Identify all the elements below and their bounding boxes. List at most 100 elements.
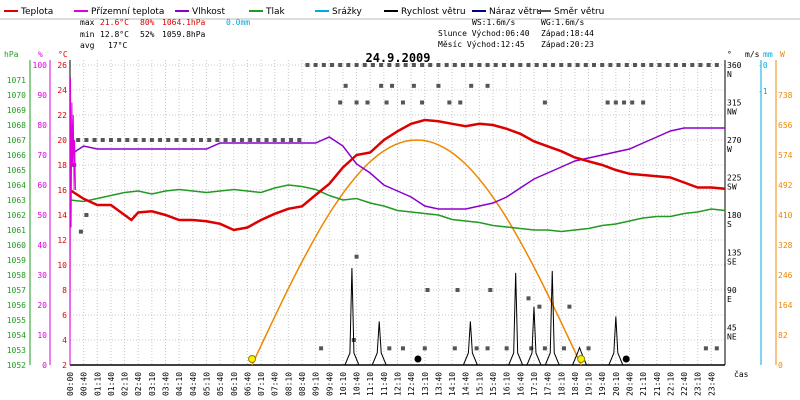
- x-tick-label: 12:10: [394, 372, 403, 396]
- wind-direction-point: [608, 63, 613, 67]
- wm2-tick-label: 0: [778, 361, 783, 370]
- wind-direction-point: [384, 100, 389, 105]
- x-tick-label: 16:10: [503, 372, 512, 396]
- wind-direction-point: [461, 63, 465, 67]
- wind-direction-point: [630, 100, 635, 105]
- wind-direction-point: [501, 63, 506, 67]
- wind-direction-point: [231, 138, 236, 142]
- pct-tick-label: 60: [37, 181, 47, 190]
- wind-direction-point: [182, 138, 187, 142]
- hpa-tick-label: 1066: [7, 151, 26, 160]
- wind-direction-point: [616, 63, 621, 67]
- x-tick-label: 06:10: [230, 372, 239, 396]
- x-tick-label: 20:40: [625, 372, 634, 396]
- wind-direction-point: [199, 138, 203, 142]
- x-tick-label: 14:10: [448, 372, 457, 396]
- max-temp: 21.6°C: [100, 18, 129, 27]
- max-pressure: 1064.1hPa: [162, 18, 206, 27]
- wind-direction-point: [400, 100, 405, 105]
- x-tick-label: 18:10: [557, 372, 566, 396]
- pct-tick-label: 90: [37, 91, 47, 100]
- pct-tick-label: 10: [37, 331, 47, 340]
- pct-tick-label: 20: [37, 301, 47, 310]
- x-tick-label: 21:10: [639, 372, 648, 396]
- wind-speed-peak: [544, 270, 560, 366]
- x-tick-label: 04:40: [189, 372, 198, 396]
- wind-speed-peak: [526, 306, 542, 366]
- wm2-tick-label: 246: [778, 271, 793, 280]
- wind-direction-point: [92, 138, 97, 142]
- wind-direction-point: [641, 63, 646, 67]
- x-tick-label: 19:40: [598, 372, 607, 396]
- wind-direction-point: [108, 138, 113, 142]
- dir-tick-label: 360: [727, 61, 742, 70]
- x-tick-label: 01:10: [93, 372, 102, 396]
- wm2-axis-unit: W: [780, 50, 785, 59]
- dir-tick-name: SW: [727, 183, 737, 192]
- wind-direction-point: [504, 346, 509, 351]
- pct-tick-label: 70: [37, 151, 47, 160]
- x-tick-label: 13:10: [421, 372, 430, 396]
- wind-speed-peak: [462, 321, 478, 366]
- wind-direction-point: [529, 346, 534, 351]
- avg-temp: 17°C: [108, 41, 127, 50]
- hpa-tick-label: 1063: [7, 196, 26, 205]
- x-tick-label: 04:10: [175, 372, 184, 396]
- pct-tick-label: 40: [37, 241, 47, 250]
- hpa-tick-label: 1059: [7, 256, 26, 265]
- min-temp: 12.8°C: [100, 30, 129, 39]
- x-tick-label: 08:40: [298, 372, 307, 396]
- series-teplota: [69, 118, 726, 232]
- wind-direction-point: [485, 63, 490, 67]
- pct-axis-unit: %: [38, 50, 43, 59]
- legend-label: Tlak: [265, 7, 286, 17]
- wind-direction-point: [485, 83, 490, 88]
- dir-tick-name: NW: [727, 108, 737, 117]
- dir-tick-label: 225: [727, 174, 742, 183]
- wind-direction-point: [207, 138, 212, 142]
- temp-axis-unit: °C: [58, 50, 68, 59]
- max-label: max: [80, 18, 95, 27]
- ms-axis-unit: m/s: [745, 50, 760, 59]
- hpa-tick-label: 1054: [7, 331, 26, 340]
- wind-direction-point: [422, 346, 427, 351]
- wind-direction-point: [436, 63, 441, 67]
- x-tick-label: 16:40: [516, 372, 525, 396]
- mm-axis-unit: mm: [763, 50, 773, 59]
- wind-direction-point: [321, 63, 326, 67]
- wind-direction-point: [703, 346, 708, 351]
- wind-direction-point: [690, 63, 695, 67]
- wm2-tick-label: 656: [778, 121, 793, 130]
- legend-label: Srážky: [332, 7, 363, 17]
- wind-direction-point: [469, 83, 474, 88]
- wind-direction-point: [714, 63, 719, 67]
- wind-direction-point: [149, 138, 154, 142]
- hpa-tick-label: 1052: [7, 361, 26, 370]
- wind-direction-point: [592, 63, 596, 67]
- dir-tick-label: 180: [727, 211, 742, 220]
- x-tick-label: 02:40: [134, 372, 143, 396]
- x-tick-label: 06:40: [243, 372, 252, 396]
- wind-direction-point: [305, 63, 310, 67]
- wind-direction-point: [425, 288, 430, 292]
- hpa-tick-label: 1062: [7, 211, 26, 220]
- x-tick-label: 15:40: [489, 372, 498, 396]
- wind-direction-point: [561, 346, 566, 351]
- wind-direction-point: [613, 100, 618, 105]
- sunrise-text: Slunce Východ:06:40: [438, 29, 530, 38]
- wind-direction-point: [452, 63, 457, 67]
- x-tick-label: 17:40: [544, 372, 553, 396]
- pct-tick-label: 80: [37, 121, 47, 130]
- avg-label: avg: [80, 41, 95, 50]
- min-label: min: [80, 30, 95, 39]
- series: [69, 63, 726, 366]
- wind-direction-point: [248, 138, 253, 142]
- x-tick-label: 05:40: [216, 372, 225, 396]
- temp-tick-label: 22: [57, 111, 67, 120]
- wind-direction-point: [354, 63, 359, 67]
- temp-tick-label: 20: [57, 136, 67, 145]
- wind-direction-point: [455, 288, 460, 292]
- wind-direction-point: [622, 100, 627, 105]
- wind-direction-point: [190, 138, 195, 142]
- wind-direction-point: [362, 63, 367, 67]
